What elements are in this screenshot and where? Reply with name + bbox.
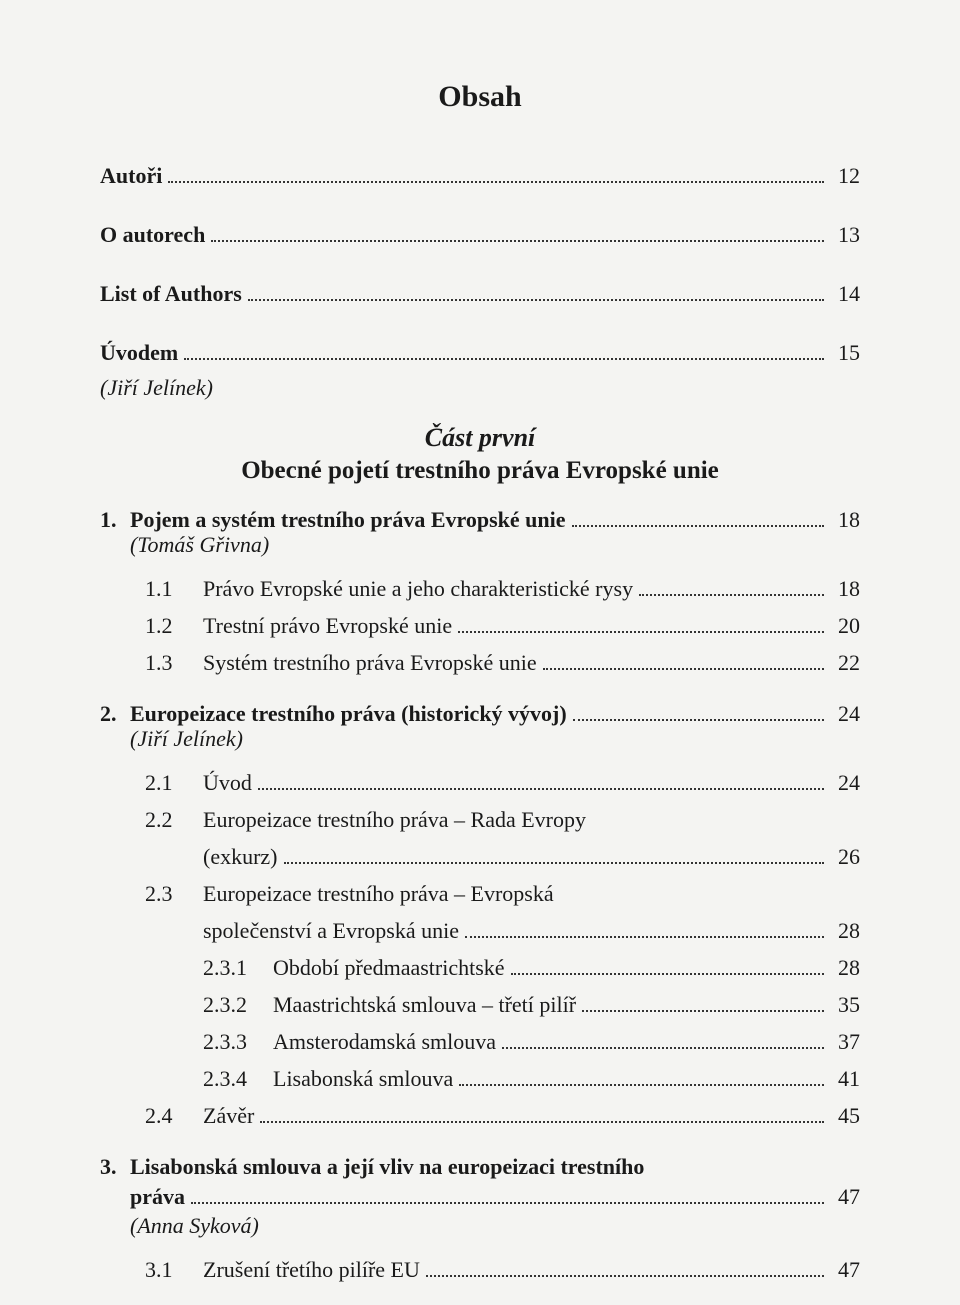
toc-entry-autori: Autoři 12 (100, 159, 860, 192)
dot-leader (191, 1202, 824, 1204)
chapter-label: Lisabonská smlouva a její vliv na europe… (130, 1152, 644, 1183)
toc-page: 15 (830, 336, 860, 369)
section-label: Trestní právo Evropské unie (203, 609, 452, 642)
toc-page: 26 (830, 840, 860, 873)
section-num: 2.4 (145, 1099, 203, 1132)
subsection-label: Amsterodamská smlouva (273, 1025, 496, 1058)
subsection-label: Období předmaastrichtské (273, 951, 505, 984)
section-label: společenství a Evropská unie (203, 914, 459, 947)
toc-author: (Anna Syková) (100, 1213, 860, 1239)
toc-page: 47 (830, 1253, 860, 1286)
toc-page: 20 (830, 609, 860, 642)
toc-label: Úvodem (100, 336, 178, 369)
part-subtitle: Obecné pojetí trestního práva Evropské u… (100, 457, 860, 485)
toc-page: 22 (830, 646, 860, 679)
subsection-num: 2.3.4 (203, 1062, 273, 1095)
toc-page: 18 (830, 505, 860, 536)
subsection-2-3-2: 2.3.2 Maastrichtská smlouva – třetí pilí… (100, 988, 860, 1021)
subsection-2-3-3: 2.3.3 Amsterodamská smlouva 37 (100, 1025, 860, 1058)
section-label: Zrušení třetího pilíře EU (203, 1253, 420, 1286)
subsection-2-3-4: 2.3.4 Lisabonská smlouva 41 (100, 1062, 860, 1095)
dot-leader (543, 668, 824, 670)
toc-page: 45 (830, 1099, 860, 1132)
toc-page: 28 (830, 914, 860, 947)
dot-leader (639, 594, 824, 596)
dot-leader (572, 525, 824, 527)
section-2-2-line1: 2.2 Europeizace trestního práva – Rada E… (100, 803, 860, 836)
chapter-label: práva (130, 1182, 185, 1213)
dot-leader (258, 788, 824, 790)
subsection-num: 2.3.2 (203, 988, 273, 1021)
dot-leader (458, 631, 824, 633)
toc-label: List of Authors (100, 277, 242, 310)
dot-leader (459, 1084, 824, 1086)
dot-leader (502, 1047, 824, 1049)
section-num: 3.1 (145, 1253, 203, 1286)
section-label: Europeizace trestního práva – Evropská (203, 877, 554, 910)
page-title: Obsah (100, 80, 860, 114)
section-2-3-line1: 2.3 Europeizace trestního práva – Evrops… (100, 877, 860, 910)
toc-label: Autoři (100, 159, 162, 192)
toc-page: 12 (830, 159, 860, 192)
chapter-num: 2. (100, 699, 130, 730)
section-1-3: 1.3 Systém trestního práva Evropské unie… (100, 646, 860, 679)
dot-leader (573, 719, 824, 721)
dot-leader (211, 240, 824, 242)
section-2-4: 2.4 Závěr 45 (100, 1099, 860, 1132)
dot-leader (426, 1275, 824, 1277)
section-label: Europeizace trestního práva – Rada Evrop… (203, 803, 586, 836)
section-label: Úvod (203, 766, 252, 799)
toc-page: 28 (830, 951, 860, 984)
dot-leader (248, 299, 824, 301)
section-num: 1.2 (145, 609, 203, 642)
chapter-num: 3. (100, 1152, 130, 1183)
section-num: 1.1 (145, 572, 203, 605)
section-num: 1.3 (145, 646, 203, 679)
chapter-3-line2: práva 47 (100, 1182, 860, 1213)
section-1-2: 1.2 Trestní právo Evropské unie 20 (100, 609, 860, 642)
dot-leader (184, 358, 824, 360)
dot-leader (511, 973, 824, 975)
section-label: Právo Evropské unie a jeho charakteristi… (203, 572, 633, 605)
subsection-2-3-1: 2.3.1 Období předmaastrichtské 28 (100, 951, 860, 984)
section-1-1: 1.1 Právo Evropské unie a jeho charakter… (100, 572, 860, 605)
section-2-3-line2: společenství a Evropská unie 28 (100, 914, 860, 947)
toc-page: 18 (830, 572, 860, 605)
part-heading: Část první (100, 423, 860, 453)
dot-leader (260, 1121, 824, 1123)
subsection-num: 2.3.1 (203, 951, 273, 984)
toc-entry-oautorech: O autorech 13 (100, 218, 860, 251)
dot-leader (168, 181, 824, 183)
chapter-3-line1: 3. Lisabonská smlouva a její vliv na eur… (100, 1152, 860, 1183)
section-label: (exkurz) (203, 840, 278, 873)
toc-entry-listofauthors: List of Authors 14 (100, 277, 860, 310)
toc-page: 24 (830, 766, 860, 799)
chapter-label: Europeizace trestního práva (historický … (130, 699, 567, 730)
toc-page: 47 (830, 1182, 860, 1213)
dot-leader (582, 1010, 824, 1012)
toc-page: 13 (830, 218, 860, 251)
toc-page: 24 (830, 699, 860, 730)
toc-author: (Jiří Jelínek) (100, 375, 860, 401)
chapter-num: 1. (100, 505, 130, 536)
subsection-label: Maastrichtská smlouva – třetí pilíř (273, 988, 576, 1021)
toc-entry-uvodem: Úvodem 15 (100, 336, 860, 369)
dot-leader (465, 936, 824, 938)
subsection-num: 2.3.3 (203, 1025, 273, 1058)
subsection-label: Lisabonská smlouva (273, 1062, 453, 1095)
section-3-1: 3.1 Zrušení třetího pilíře EU 47 (100, 1253, 860, 1286)
section-num: 2.3 (145, 877, 203, 910)
section-label: Systém trestního práva Evropské unie (203, 646, 537, 679)
toc-page: 37 (830, 1025, 860, 1058)
toc-label: O autorech (100, 218, 205, 251)
toc-page: 41 (830, 1062, 860, 1095)
section-2-2-line2: (exkurz) 26 (100, 840, 860, 873)
toc-page: 14 (830, 277, 860, 310)
section-num: 2.2 (145, 803, 203, 836)
section-num: 2.1 (145, 766, 203, 799)
section-2-1: 2.1 Úvod 24 (100, 766, 860, 799)
section-label: Závěr (203, 1099, 254, 1132)
toc-page: 35 (830, 988, 860, 1021)
dot-leader (284, 862, 824, 864)
